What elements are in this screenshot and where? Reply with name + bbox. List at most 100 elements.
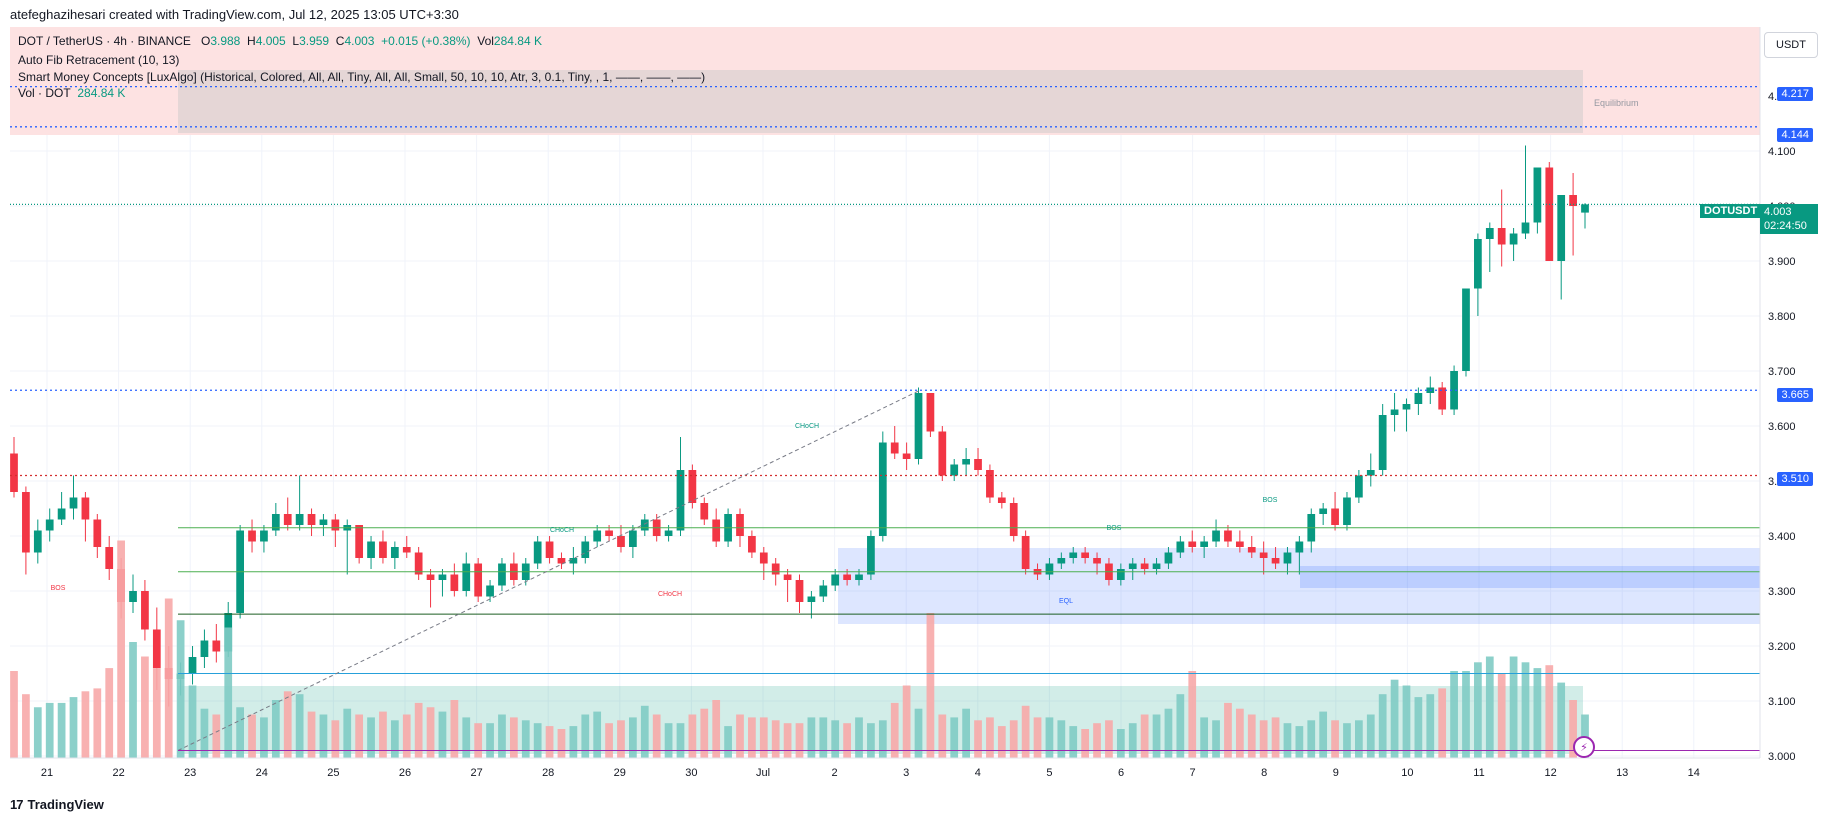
volume-bar [1116,729,1125,758]
volume-bar [1093,723,1101,758]
time-tick-label: 8 [1261,767,1267,779]
candle-body [212,640,221,652]
time-tick-label: 28 [542,767,554,779]
candle-body [1152,563,1161,569]
time-tick-label: 2 [832,767,838,779]
volume-bar [402,714,411,758]
candle-body [1438,387,1447,410]
volume-bar [1402,685,1411,758]
candle-body [1021,536,1030,569]
candle-body [688,470,697,503]
volume-bar [1033,717,1042,758]
volume-bar [1343,723,1351,758]
volume-bar [724,726,732,758]
volume-bar [1485,656,1494,758]
candle-body [1485,228,1494,239]
price-axis[interactable]: 4.2004.1004.0003.9003.8003.7003.6003.500… [1759,27,1796,763]
price-tick-label: 3.400 [1768,531,1796,543]
candle-body [843,574,851,580]
price-tag-4217: 4.217 [1777,87,1813,101]
volume-bar [379,711,387,758]
volume-bar [640,705,649,758]
indicator-smc[interactable]: Smart Money Concepts [LuxAlgo] (Historic… [18,70,706,84]
volume-bar [700,708,709,758]
volume-bar [759,717,768,758]
candle-body [462,563,471,591]
time-tick-label: 26 [399,767,411,779]
candle-body [486,585,494,597]
time-axis[interactable]: 21 22 23 24 25 26 27 28 29 30 Jul 2 3 4 5 6 7 8 9 10 11 12 13 1… [10,757,1760,779]
candle-body [248,530,256,542]
tradingview-logo[interactable]: 17 TradingView [10,797,104,812]
legend-change: +0.015 (+0.38%) [381,34,471,48]
indicator-volume[interactable]: Vol · DOT 284.84 K [18,86,125,100]
candle-body [1176,541,1185,553]
candle-body [974,459,982,470]
volume-bar [569,726,578,758]
lightning-icon[interactable]: ⚡ [1573,736,1595,758]
legend-c-label: C [335,34,345,48]
candle-body [390,547,399,558]
volume-bar [688,714,697,758]
indicator-volume-label: Vol · DOT [18,86,71,100]
volume-bar [581,714,590,758]
volume-bar [462,717,471,758]
time-tick-label: Jul [756,767,770,779]
candle-body [450,574,459,591]
volume-bar [1414,697,1423,758]
volume-bar [593,711,602,758]
candle-body [1450,371,1458,410]
time-tick-label: 10 [1401,767,1413,779]
last-price-tag: 4.003 02:24:50 [1760,204,1818,234]
price-tag-3665: 3.665 [1777,388,1813,402]
candle-body [997,497,1006,503]
candle-body [533,541,542,564]
candle-body [1521,222,1530,234]
time-tick-label: 4 [975,767,981,779]
candle-body [1188,541,1197,547]
volume-bar [57,702,66,758]
volume-bar [712,700,721,758]
volume-bar [843,723,851,758]
candle-body [867,536,875,575]
volume-bar [1247,714,1256,758]
volume-bar [855,717,863,758]
candle-body [402,547,411,553]
time-tick-label: 23 [184,767,196,779]
candle-body [664,530,673,536]
candle-body [1271,558,1280,564]
indicator-fib[interactable]: Auto Fib Retracement (10, 13) [18,53,180,67]
volume-bar [1390,679,1399,758]
candle-body [1497,228,1506,245]
volume-bar [117,540,125,758]
candle-body [819,585,828,597]
candle-body [1140,563,1149,569]
legend-symbol[interactable]: DOT / TetherUS · 4h · BINANCE [18,34,191,48]
smc-label: BOS [51,585,66,592]
time-tick-label: 30 [685,767,697,779]
currency-button[interactable]: USDT [1764,32,1818,58]
volume-bar [509,717,518,758]
candle-body [22,492,30,553]
volume-bar [557,729,566,758]
candle-body [736,514,744,536]
candle-body [926,393,935,432]
time-tick-label: 12 [1544,767,1556,779]
volume-bar [1021,705,1030,758]
volume-bar [1164,708,1173,758]
candle-body [188,657,197,674]
time-tick-label: 25 [327,767,339,779]
candle-body [1224,530,1232,542]
candle-body [1164,552,1173,564]
time-tick-label: 14 [1688,767,1700,779]
candle-body [807,596,816,602]
candle-body [605,530,613,536]
fib-trend-line [177,389,921,751]
candle-body [629,530,637,547]
volume-bar [498,714,506,758]
tradingview-mark-icon: 17 [10,797,24,812]
time-tick-label: 3 [903,767,909,779]
candle-body [414,552,423,575]
volume-bar [1009,720,1018,758]
